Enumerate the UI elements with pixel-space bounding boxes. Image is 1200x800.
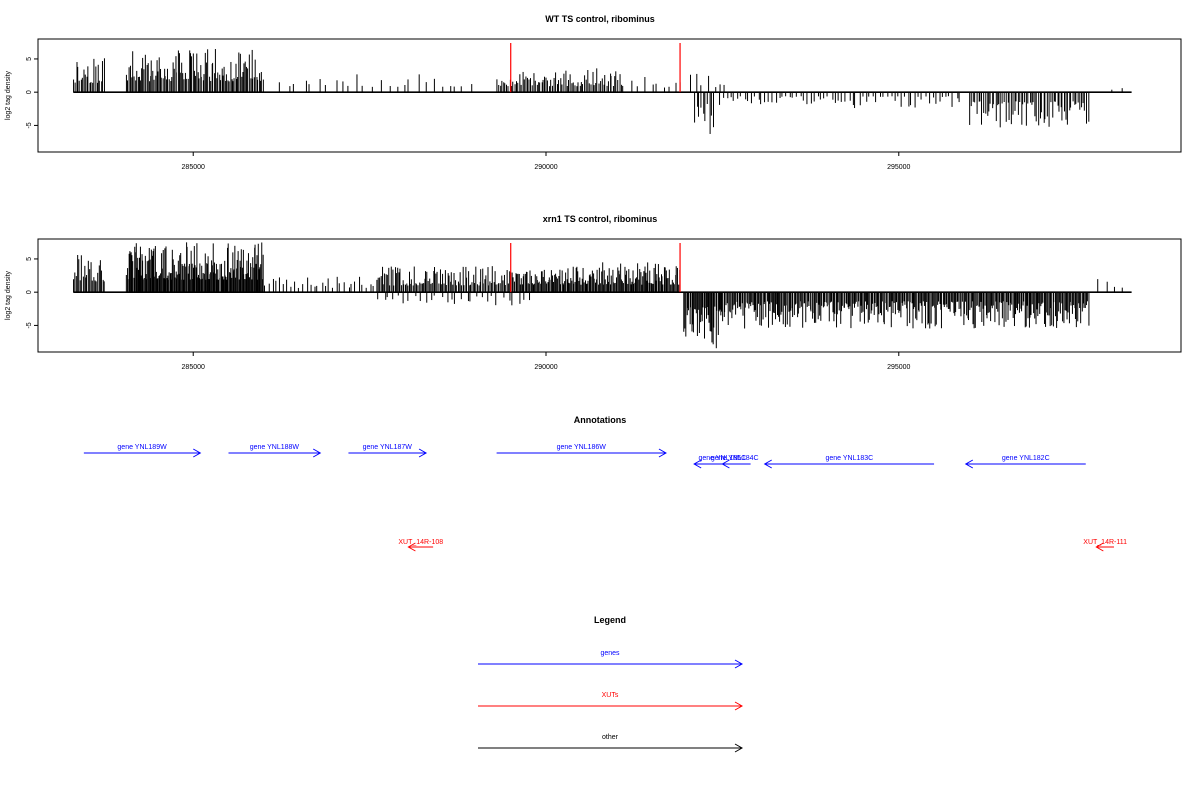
- y-tick-label: 5: [26, 57, 33, 61]
- y-tick-label: -5: [26, 322, 33, 328]
- annotations-title: Annotations: [574, 415, 627, 425]
- x-tick-label: 285000: [182, 364, 205, 371]
- arrow-head: [693, 459, 702, 469]
- annotations-track: Annotations gene YNL189W gene YNL188W gene …: [83, 415, 1127, 552]
- legend-label: genes: [600, 650, 620, 657]
- y-axis-label: log2 tag density: [5, 270, 12, 320]
- x-tick-label: 285000: [182, 164, 205, 171]
- legend-arrow: [478, 743, 744, 753]
- arrow-head: [658, 448, 667, 458]
- legend-arrow: [478, 701, 744, 711]
- gene-label: gene YNL189W: [117, 444, 167, 451]
- xut-arrow: [1095, 542, 1114, 552]
- plot-frame: [37, 238, 1182, 353]
- xut-arrow: [407, 542, 434, 552]
- arrow-head: [734, 701, 744, 711]
- gene-arrow: [348, 448, 428, 458]
- arrow-head: [312, 448, 322, 458]
- xut-label: XUT_14R-111: [1083, 539, 1127, 546]
- arrow-head: [193, 448, 202, 458]
- arrow-head: [1095, 542, 1104, 552]
- arrow-head: [964, 459, 974, 469]
- legend-label: XUTs: [602, 692, 619, 699]
- gene-label: gene YNL186W: [557, 444, 607, 451]
- x-tick-label: 290000: [534, 364, 557, 371]
- arrow-head: [763, 459, 772, 469]
- gene-label: gene YNL182C: [1002, 455, 1050, 462]
- plot-frame: [37, 38, 1182, 153]
- y-tick-label: 5: [26, 257, 33, 261]
- gene-label: gene YNL188W: [250, 444, 300, 451]
- gene-arrow: [964, 459, 1086, 469]
- x-tick-label: 290000: [534, 164, 557, 171]
- signal-panel-1: WT TS control, ribominus log2 tag density…: [5, 14, 1182, 171]
- gene-label: gene YNL187W: [363, 444, 413, 451]
- legend-label: other: [602, 734, 619, 741]
- gene-arrow: [83, 448, 202, 458]
- legend: Legend genes XUTs other: [478, 615, 744, 753]
- y-axis-label: log2 tag density: [5, 70, 12, 120]
- signal-panel-2: xrn1 TS control, ribominus log2 tag densi…: [5, 214, 1182, 371]
- gene-arrow: [496, 448, 667, 458]
- legend-arrow: [478, 659, 744, 669]
- y-tick-label: -5: [26, 122, 33, 128]
- panel-title: WT TS control, ribominus: [545, 14, 655, 24]
- gene-arrow: [228, 448, 322, 458]
- arrow-head: [407, 542, 416, 552]
- y-tick-label: 0: [26, 290, 33, 294]
- y-tick-label: 0: [26, 90, 33, 94]
- arrow-head: [734, 659, 744, 669]
- gene-label: gene YNL185C: [699, 455, 747, 462]
- arrow-head: [734, 743, 744, 753]
- gene-label: gene YNL184C: [711, 455, 759, 462]
- arrow-head: [721, 459, 730, 469]
- gene-arrow: [763, 459, 935, 469]
- panel-title: xrn1 TS control, ribominus: [543, 214, 658, 224]
- x-tick-label: 295000: [887, 364, 910, 371]
- legend-title: Legend: [594, 615, 626, 625]
- arrow-head: [418, 448, 428, 458]
- gene-label: gene YNL183C: [826, 455, 874, 462]
- gene-arrow: [721, 459, 748, 469]
- xut-label: XUT_14R-108: [398, 539, 443, 546]
- x-tick-label: 295000: [887, 164, 910, 171]
